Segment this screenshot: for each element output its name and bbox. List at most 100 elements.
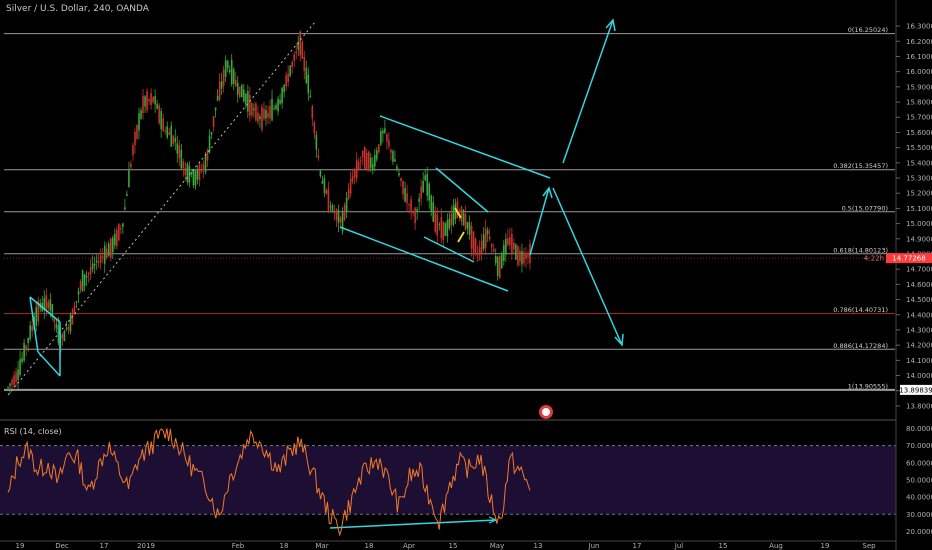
candle-body <box>206 150 209 161</box>
candle-body <box>257 112 259 122</box>
rsi-indicator-label[interactable]: RSI (14, close) <box>4 427 62 436</box>
candle-body <box>267 113 269 118</box>
candle-body <box>371 164 374 170</box>
candle-body <box>122 223 124 227</box>
candle-body <box>390 149 392 153</box>
candle-body <box>273 108 275 110</box>
candle-body <box>259 116 261 120</box>
price-tick-label: 14.40000 <box>906 311 932 319</box>
candle-body <box>498 255 501 278</box>
candle-body <box>142 96 144 114</box>
candle-body <box>380 131 382 145</box>
candle-body <box>114 233 116 246</box>
price-tick-label: 16.30000 <box>906 23 932 31</box>
candle-body <box>404 188 406 202</box>
candle-body <box>45 295 48 311</box>
chart-title: Silver / U.S. Dollar, 240, OANDA <box>6 4 149 14</box>
arrow-head <box>605 18 616 32</box>
price-tick-label: 15.80000 <box>906 99 932 107</box>
candle-body <box>313 122 316 134</box>
channel-line <box>29 296 61 323</box>
candle-body <box>112 237 114 253</box>
candle-body <box>25 345 27 350</box>
candle-body <box>388 140 390 147</box>
candle-body <box>502 244 505 261</box>
time-tick-label: 19 <box>16 542 25 550</box>
candle-body <box>15 372 17 383</box>
candle-body <box>245 93 247 104</box>
price-tick-label: 15.50000 <box>906 144 932 152</box>
channel-line <box>37 351 61 377</box>
candle-body <box>309 95 312 98</box>
candle-body <box>63 330 66 342</box>
candle-body <box>333 212 336 214</box>
current-price-badge <box>886 253 932 264</box>
channel-line <box>29 296 39 353</box>
candle-body <box>120 228 122 230</box>
arrow-head <box>614 333 624 347</box>
rsi-tick-label: 70.0000 <box>906 442 932 450</box>
candle-body <box>317 155 320 158</box>
candle-body <box>93 263 96 266</box>
candle-body <box>79 281 82 290</box>
candle-body <box>500 254 503 269</box>
price-tick-label: 15.70000 <box>906 114 932 122</box>
candle-body <box>325 189 328 194</box>
candle-body <box>164 130 167 132</box>
candle-body <box>301 41 304 59</box>
time-tick-label: 15 <box>719 542 728 550</box>
channel-line <box>435 167 489 213</box>
candle-body <box>507 238 509 245</box>
candle-body <box>444 223 447 236</box>
candle-body <box>321 181 324 184</box>
candle-body <box>279 99 281 104</box>
candle-body <box>95 260 98 263</box>
candle-body <box>515 244 517 260</box>
candle-body <box>37 300 40 322</box>
time-tick-label: Mar <box>315 542 328 550</box>
candle-body <box>230 59 233 85</box>
candle-body <box>327 189 330 213</box>
time-axis: 19 Dec 17 2019 Feb 18 Mar 18 Apr 15 May 13 Jun 17 Jul 1… <box>0 540 896 550</box>
candle-body <box>426 173 429 196</box>
candle-body <box>51 303 54 318</box>
candle-body <box>236 82 239 95</box>
candle-body <box>186 163 189 183</box>
candle-body <box>519 251 521 262</box>
candle-body <box>126 194 128 196</box>
channel-line <box>423 236 475 263</box>
candle-body <box>382 130 384 134</box>
candle-body <box>271 98 273 121</box>
candle-body <box>394 159 396 162</box>
candle-body <box>105 248 108 259</box>
candle-body <box>150 92 152 105</box>
candle-body <box>480 240 483 254</box>
candle-body <box>460 206 463 222</box>
candle-body <box>27 337 29 344</box>
candle-body <box>190 171 193 175</box>
candle-body <box>200 170 203 172</box>
candle-body <box>283 84 285 93</box>
candle-body <box>132 145 134 155</box>
rsi-tick-label: 60.0000 <box>906 459 932 467</box>
candle-body <box>488 236 491 240</box>
candle-body <box>482 234 485 249</box>
candle-body <box>386 133 388 142</box>
candle-body <box>319 170 322 177</box>
candle-body <box>138 113 140 131</box>
time-tick-label: 18 <box>365 542 374 550</box>
candle-body <box>216 96 219 101</box>
price-tick-label: 15.30000 <box>906 175 932 183</box>
candle-body <box>146 91 148 111</box>
candle-body <box>265 110 267 119</box>
candle-body <box>31 325 33 331</box>
candle-body <box>19 359 21 376</box>
candle-body <box>523 252 525 264</box>
candle-body <box>281 87 283 104</box>
time-tick-label: Jun <box>588 542 600 550</box>
candle-body <box>69 314 72 332</box>
fib-level-label: 0.382(15.35457) <box>833 162 888 170</box>
candle-body <box>136 124 138 139</box>
price-tick-label: 14.90000 <box>906 235 932 243</box>
